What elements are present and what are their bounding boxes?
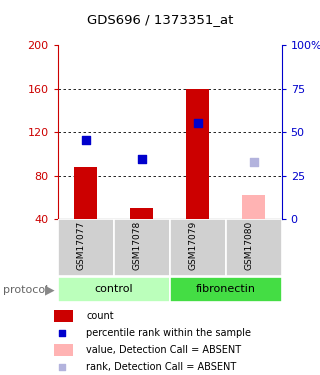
Text: rank, Detection Call = ABSENT: rank, Detection Call = ABSENT xyxy=(86,362,236,372)
Point xyxy=(195,120,200,126)
Bar xyxy=(58,277,170,302)
Text: percentile rank within the sample: percentile rank within the sample xyxy=(86,328,251,338)
Text: ▶: ▶ xyxy=(45,283,54,296)
Text: GSM17078: GSM17078 xyxy=(132,221,141,270)
Point xyxy=(83,137,88,143)
Bar xyxy=(58,219,114,276)
Text: GDS696 / 1373351_at: GDS696 / 1373351_at xyxy=(87,13,233,26)
Bar xyxy=(114,219,170,276)
Text: value, Detection Call = ABSENT: value, Detection Call = ABSENT xyxy=(86,345,241,355)
Point xyxy=(281,261,286,267)
Bar xyxy=(170,219,226,276)
Text: protocol: protocol xyxy=(3,285,48,295)
Bar xyxy=(186,88,209,219)
Text: GSM17080: GSM17080 xyxy=(244,221,253,270)
Bar xyxy=(54,344,73,356)
Point xyxy=(251,159,256,165)
Bar xyxy=(54,310,73,322)
Text: control: control xyxy=(94,284,133,294)
Bar xyxy=(226,219,282,276)
Text: count: count xyxy=(86,311,114,321)
Text: GSM17079: GSM17079 xyxy=(188,221,197,270)
Text: fibronectin: fibronectin xyxy=(196,284,256,294)
Point xyxy=(139,156,144,162)
Bar xyxy=(243,195,265,219)
Bar xyxy=(131,209,153,219)
Bar xyxy=(74,167,97,219)
Text: GSM17077: GSM17077 xyxy=(76,221,86,270)
Bar xyxy=(170,277,282,302)
